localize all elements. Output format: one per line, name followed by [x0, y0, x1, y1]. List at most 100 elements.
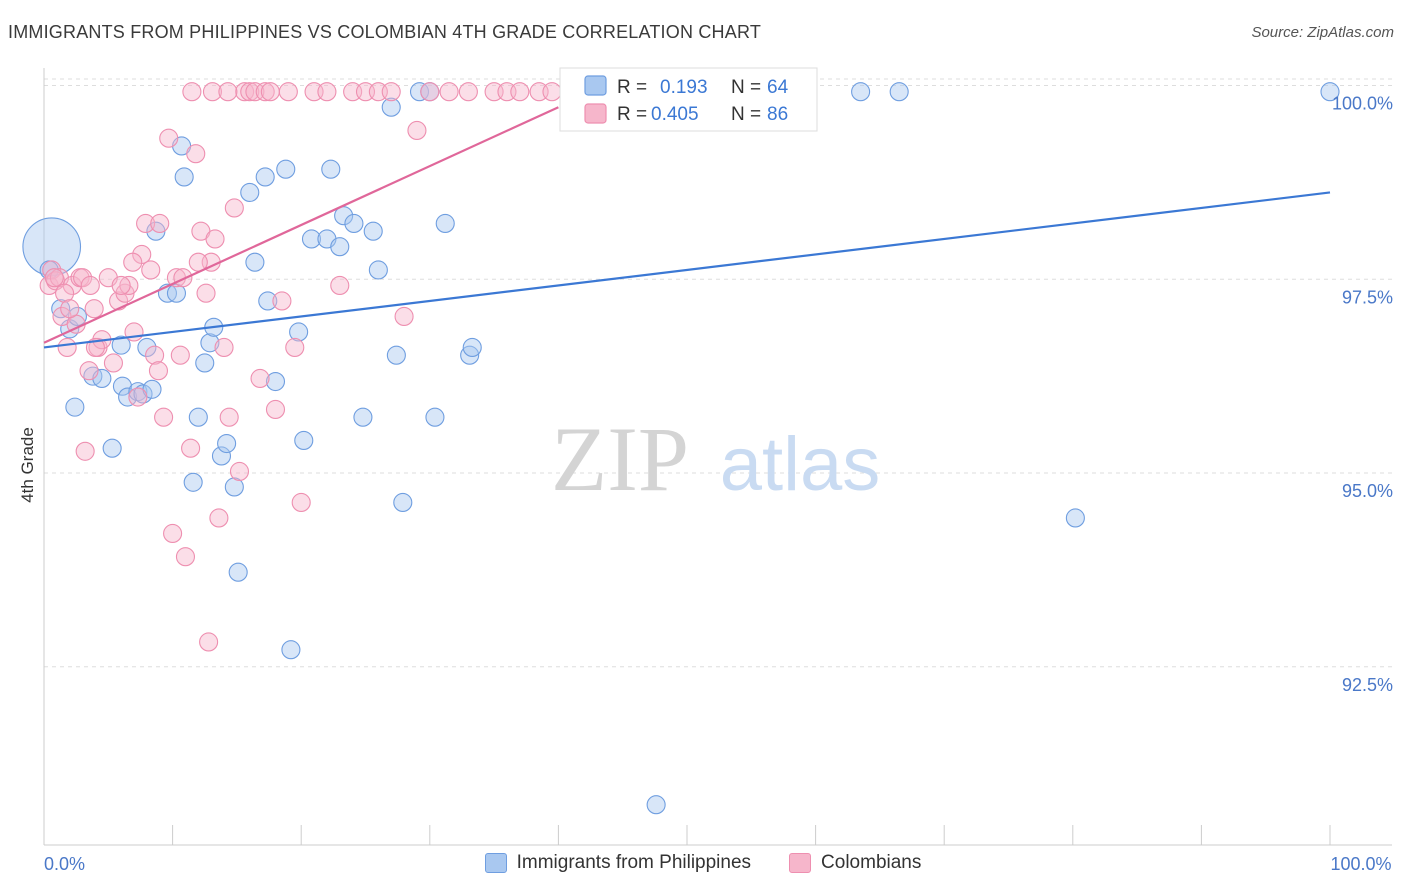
legend-colombians-label: Colombians [821, 852, 922, 873]
colombians-point [60, 299, 80, 319]
philippines-point [67, 306, 87, 327]
grid-lines [44, 78, 1392, 668]
philippines-point [889, 82, 909, 102]
philippines-point [188, 407, 208, 427]
colombians-point [163, 523, 183, 544]
philippines-point [118, 387, 138, 407]
legend-pink-n-label: N = [731, 104, 761, 125]
colombians-point [381, 82, 401, 102]
legend-pink-n-value: 86 [767, 104, 788, 125]
colombians-point [111, 275, 131, 296]
chart-title: IMMIGRANTS FROM PHILIPPINES VS COLOMBIAN… [8, 22, 762, 42]
colombians-point [55, 283, 75, 303]
colombians-point [141, 260, 161, 280]
y-tick-label: 100.0% [1332, 94, 1393, 114]
philippines-point [344, 213, 364, 233]
colombians-point [420, 82, 440, 102]
series-colombians-points [39, 82, 562, 652]
philippines-point [240, 182, 260, 202]
philippines-point [228, 562, 248, 582]
colombians-point [272, 291, 292, 311]
colombians-point [330, 275, 350, 296]
legend-blue-n-value: 64 [767, 77, 789, 98]
legend-philippines-label: Immigrants from Philippines [516, 852, 752, 873]
y-tick-label: 95.0% [1342, 481, 1393, 501]
philippines-point [462, 337, 482, 358]
philippines-point [195, 353, 215, 373]
colombians-point [57, 337, 77, 358]
source-credit: Source: ZipAtlas.com [1251, 24, 1394, 41]
colombians-point [224, 198, 244, 218]
philippines-point [425, 407, 445, 427]
x-tick-label: 0.0% [44, 854, 85, 874]
colombians-point [407, 120, 427, 140]
philippines-point [276, 159, 296, 179]
philippines-point [1065, 508, 1085, 528]
colombians-point [218, 82, 238, 102]
colombians-point [260, 82, 280, 102]
philippines-point [294, 430, 314, 451]
colombians-point [202, 82, 223, 102]
philippines-point [363, 221, 383, 241]
philippines-point [409, 82, 430, 102]
colombians-point [123, 252, 143, 272]
philippines-point [330, 237, 350, 257]
philippines-point [112, 376, 132, 396]
colombians-point [181, 438, 201, 458]
colombians-point [265, 399, 286, 420]
tick-labels: 100.0% 97.5% 95.0% 92.5% 0.0% 100.0% [44, 94, 1393, 875]
colombians-point [219, 407, 239, 427]
colombians-point [136, 213, 156, 233]
philippines-point [381, 97, 401, 117]
colombians-point [75, 441, 95, 461]
colombians-point [240, 82, 260, 102]
colombians-point [186, 144, 206, 164]
colombians-point [291, 492, 311, 513]
philippines-point [137, 337, 157, 358]
colombians-trend-line [43, 106, 559, 344]
philippines-point [128, 382, 148, 402]
legend-blue-swatch [584, 75, 607, 96]
colombians-point [73, 268, 93, 288]
colombians-point [458, 82, 478, 102]
colombians-point [235, 82, 255, 102]
colombians-point [199, 632, 219, 652]
colombians-point [229, 461, 250, 482]
colombians-point [196, 283, 216, 303]
philippines-point [217, 433, 237, 454]
legend-pink-swatch [584, 103, 607, 124]
philippines-point [211, 446, 232, 466]
philippines-point [245, 252, 265, 272]
philippines-point [281, 640, 301, 660]
legend-top: R = 0.193 N = 64 R = 0.405 N = 86 [559, 67, 818, 132]
colombians-point [245, 82, 265, 102]
colombians-point [285, 337, 305, 358]
watermark-atlas: atlas [720, 422, 881, 507]
philippines-point [65, 397, 85, 417]
colombians-point [42, 260, 62, 280]
philippines-point [851, 82, 871, 102]
colombians-point [128, 387, 148, 407]
colombians-point [170, 345, 190, 365]
philippines-point [255, 167, 275, 187]
philippines-point [289, 322, 309, 342]
trend-lines [43, 106, 1331, 349]
legend-item-colombians: Colombians [789, 852, 921, 874]
colombians-point [394, 306, 414, 327]
colombians-point [250, 368, 270, 389]
philippines-point [353, 407, 373, 427]
philippines-point [22, 217, 82, 277]
colombians-point [542, 82, 562, 102]
colombians-point [84, 299, 104, 319]
y-tick-label: 92.5% [1342, 675, 1393, 695]
philippines-point [258, 291, 278, 311]
colombians-point [119, 275, 139, 296]
philippines-point [393, 492, 413, 513]
y-tick-label: 97.5% [1342, 287, 1393, 307]
colombians-point [154, 407, 174, 427]
colombians-point [44, 268, 64, 288]
colombians-point [85, 337, 105, 358]
legend-pink-r-label: R = [617, 104, 647, 125]
colombians-point [205, 229, 225, 249]
